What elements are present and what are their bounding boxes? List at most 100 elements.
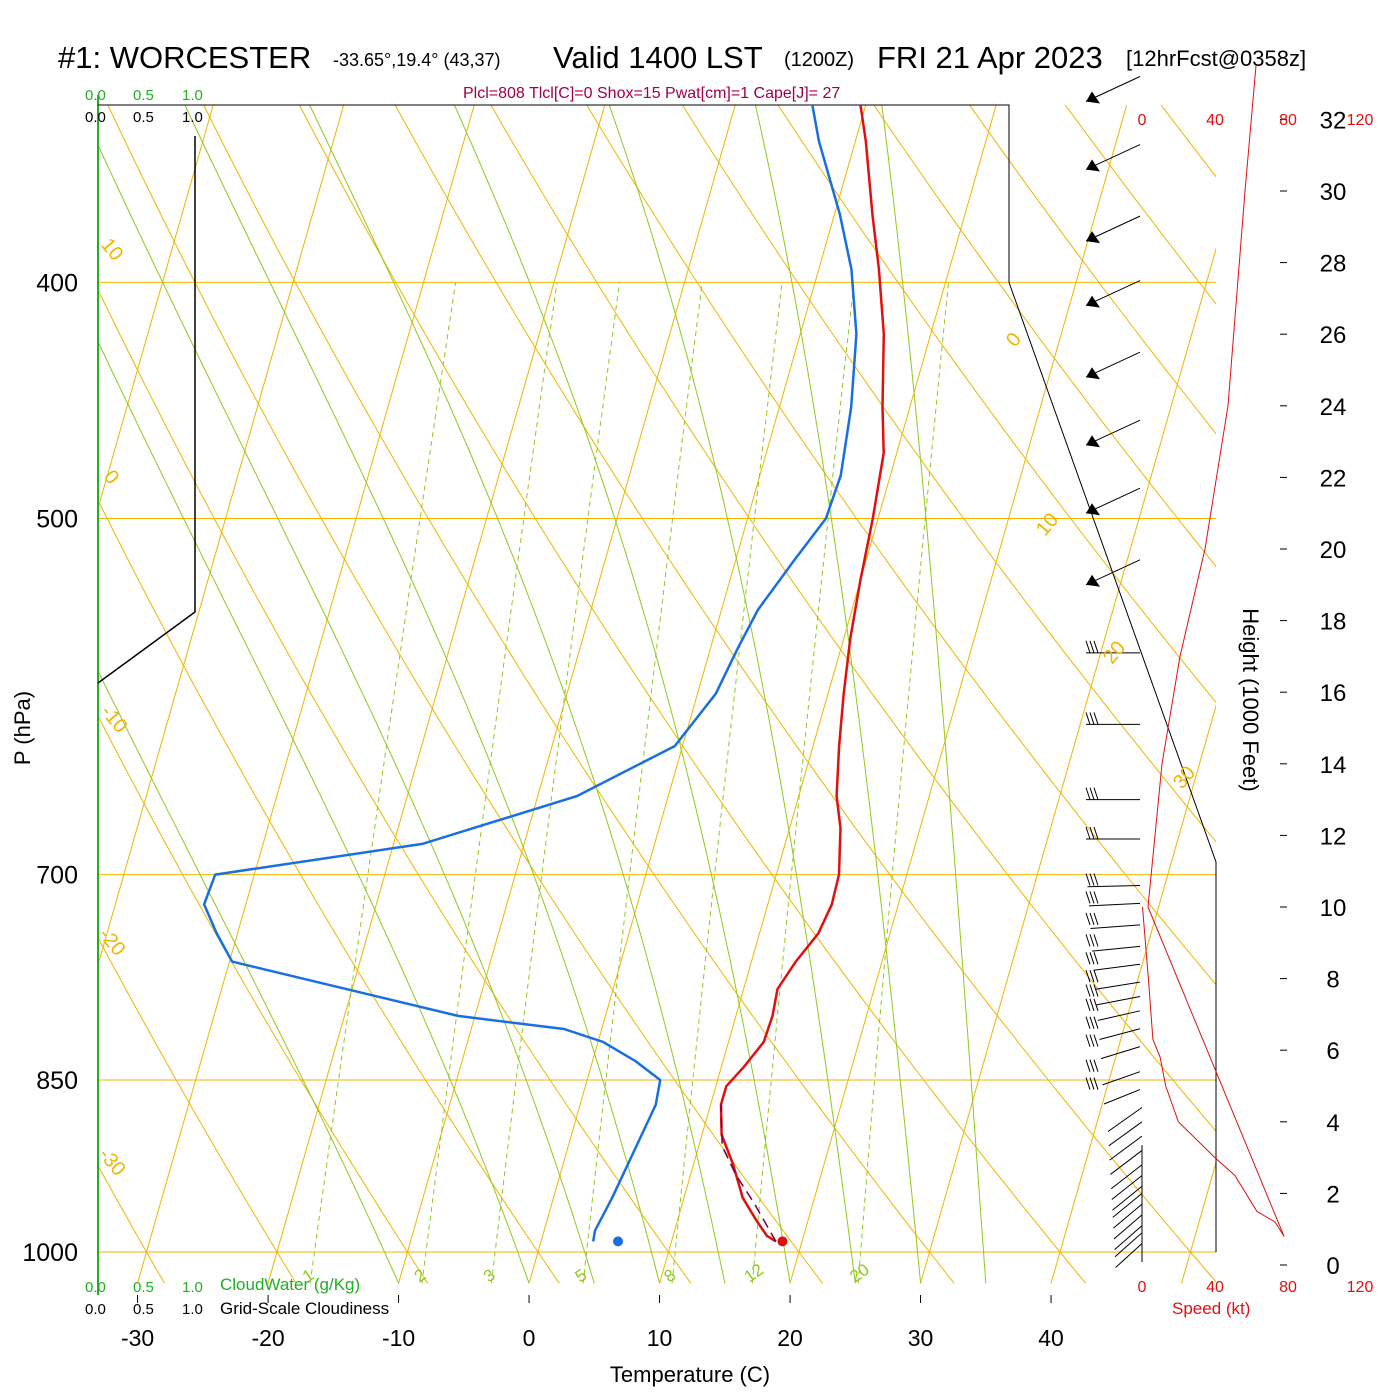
speed-tick-label: 40 (1206, 1279, 1224, 1296)
cloudiness-line (97, 136, 196, 684)
valid-time: Valid 1400 LST (553, 40, 763, 75)
parcel-path (720, 1104, 777, 1242)
cloudiness-tick-05: 0.5 (133, 1301, 154, 1318)
wind-barb-feather (1093, 873, 1099, 886)
wind-barb (1112, 1185, 1143, 1211)
wind-barb (1085, 144, 1141, 172)
wind-barb-feather (1089, 912, 1095, 926)
speed-tick-label: 120 (1347, 1279, 1374, 1296)
pressure-tick-label: 400 (36, 269, 78, 297)
cloud-water-tick-1: 1.0 (182, 87, 203, 104)
wind-barb-feather (1089, 1034, 1095, 1047)
isotherm-line (137, 105, 475, 1284)
wind-barb-feather (1089, 712, 1095, 725)
height-tick-label: 0 (1326, 1253, 1339, 1280)
dry-adiabat-line (394, 105, 1216, 1283)
wind-barb-flag (1086, 503, 1100, 516)
wind-barb-feather (1085, 984, 1091, 997)
wind-barb-feather (1085, 787, 1091, 800)
cloud-water-tick-0: 0.0 (85, 1279, 106, 1296)
wind-barb-flag (1086, 367, 1100, 380)
wind-barb-feather (1089, 952, 1095, 965)
wind-barb-shaft (1099, 1028, 1141, 1041)
dry-adiabat-line (873, 105, 1216, 568)
wind-barb-shaft (1096, 996, 1141, 1006)
wind-barb-feather (1093, 1059, 1099, 1072)
wind-barb (1085, 280, 1141, 308)
wind-barb-shaft (1094, 981, 1141, 990)
dry-adiabat-line (298, 105, 1087, 1284)
height-axis-title: Height (1000 Feet) (1238, 608, 1263, 791)
height-tick-label: 22 (1320, 465, 1347, 492)
height-tick-label: 30 (1320, 179, 1347, 206)
wind-barb (1085, 1077, 1141, 1105)
plot-boundary (98, 104, 1217, 1252)
dry-adiabat-label: 0 (1002, 329, 1026, 352)
mixing-ratio-line (421, 282, 558, 1284)
wind-barb (1110, 1164, 1143, 1190)
dry-adiabat-line (1197, 0, 1400, 1283)
dry-adiabat-label: -20 (94, 924, 129, 960)
isotherm-line (920, 247, 1216, 1284)
mixing-ratio-line (309, 282, 457, 1284)
stability-indices: Plcl=808 Tlcl[C]=0 Shox=15 Pwat[cm]=1 Ca… (463, 85, 840, 102)
wind-barb-feather (1085, 826, 1091, 840)
wind-barb-feather (1093, 891, 1099, 904)
cloudiness-tick-05: 0.5 (133, 109, 154, 126)
cloudiness-tick-0: 0.0 (85, 1301, 106, 1318)
wind-barb-shaft (1090, 924, 1141, 929)
moist-adiabat-line (309, 105, 726, 1284)
speed-tick-label: 0 (1138, 112, 1147, 129)
mixing-ratio-line (582, 282, 703, 1284)
wind-barb (1114, 1232, 1143, 1258)
wind-barb-flag (1086, 435, 1100, 448)
wind-barb-feather (1089, 1077, 1095, 1090)
wind-barb (1085, 712, 1140, 725)
moist-adiabat-line (184, 105, 661, 1284)
isotherm-line (267, 105, 606, 1284)
wind-barb-shaft (1093, 963, 1141, 971)
cloudiness-scale-bottom: 0.0 0.5 1.0 Grid-Scale Cloudiness (85, 1299, 389, 1318)
mixing-ratio-label: 20 (846, 1260, 872, 1286)
wind-barb (1085, 76, 1141, 104)
height-tick-label: 28 (1320, 251, 1347, 278)
speed-tick-label: 0 (1138, 1279, 1147, 1296)
wind-barb-feather (1085, 712, 1091, 725)
cloudiness-tick-1: 1.0 (182, 1301, 203, 1318)
mixing-ratio-line (751, 282, 855, 1284)
wind-barb (1108, 1121, 1143, 1147)
x-tick-label: 30 (908, 1325, 934, 1351)
cloud-water-label: CloudWater (g/Kg) (220, 1275, 360, 1294)
mixing-ratio-label: 12 (741, 1260, 767, 1286)
temperature-line (719, 105, 886, 1243)
wind-barb (1085, 873, 1141, 888)
cloud-water-tick-05: 0.5 (133, 1279, 154, 1296)
cloud-water-tick-05: 0.5 (133, 87, 154, 104)
height-tick-label: 26 (1320, 322, 1347, 349)
wind-barb-feather (1089, 934, 1095, 947)
dry-adiabat-line (98, 714, 429, 1284)
height-tick-label: 18 (1320, 609, 1347, 636)
wind-barb-shaft (1088, 902, 1141, 907)
mixing-ratio-label: 8 (660, 1265, 679, 1286)
dry-adiabat-line (98, 936, 297, 1284)
wind-barb-feather (1093, 934, 1099, 947)
isotherm-line (659, 105, 997, 1284)
wind-barb (1085, 970, 1141, 990)
wind-barb-feather (1085, 1077, 1091, 1090)
wind-barb-feather (1089, 826, 1095, 840)
height-tick-label: 10 (1320, 895, 1347, 922)
wind-barb-shaft (1103, 1089, 1141, 1105)
wind-barb (1112, 1193, 1143, 1218)
wind-barb-feather (1093, 640, 1099, 653)
mixing-ratio-line (671, 282, 783, 1284)
wind-barb (1085, 640, 1140, 654)
wind-barb (1085, 559, 1141, 587)
wind-barb-feather (1085, 998, 1091, 1011)
dry-adiabat-line (107, 105, 823, 1284)
dry-adiabat-line (586, 105, 1216, 986)
speed-tick-label: 40 (1206, 112, 1224, 129)
dry-adiabat-label: 0 (99, 466, 123, 489)
dry-adiabat-line (98, 288, 692, 1284)
